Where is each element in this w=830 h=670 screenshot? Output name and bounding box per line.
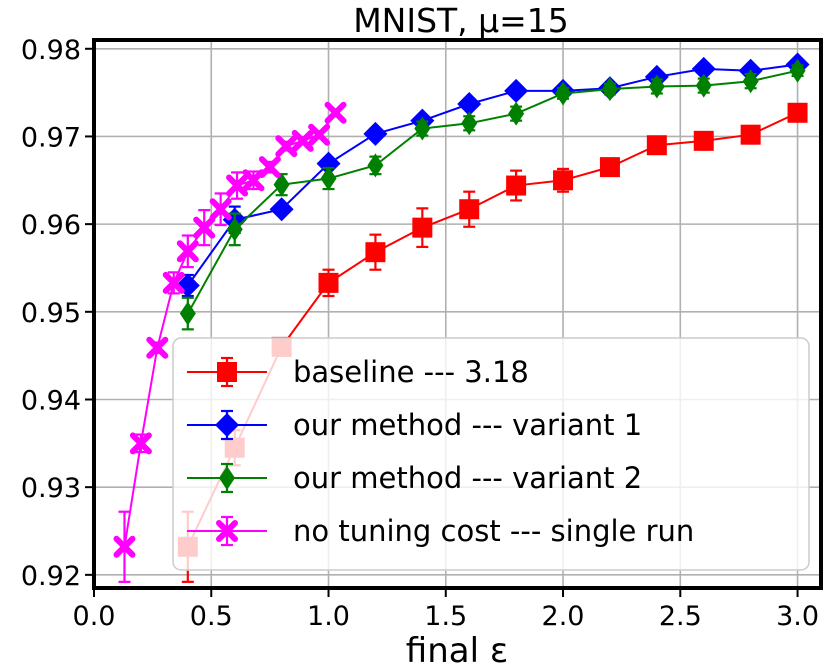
marker-stroke (242, 169, 265, 192)
series-4 (113, 101, 347, 583)
y-tick-label: 0.94 (21, 385, 81, 416)
data-point (742, 69, 759, 94)
data-point (176, 240, 199, 263)
x-axis: 0.0 0.5 1.0 1.5 2.0 2.5 3.0 (73, 588, 819, 632)
chart-title: MNIST, μ=15 (353, 1, 569, 40)
legend-label: our method --- variant 1 (293, 408, 642, 442)
data-point (209, 198, 232, 221)
data-point (648, 74, 665, 99)
marker-stroke (258, 156, 281, 179)
marker-stroke (146, 336, 169, 359)
marker-stroke (193, 216, 216, 239)
legend: baseline --- 3.18 our method --- variant … (172, 337, 810, 571)
data-point (226, 174, 249, 197)
legend-label: no tuning cost --- single run (293, 514, 694, 548)
marker-stroke (209, 198, 232, 221)
data-point (646, 135, 667, 156)
y-tick-label: 0.95 (21, 298, 81, 329)
y-tick-label: 0.98 (21, 35, 81, 66)
data-point (318, 272, 339, 293)
marker-stroke (176, 240, 199, 263)
data-point (242, 169, 265, 192)
data-point (365, 242, 386, 263)
data-point (553, 170, 574, 191)
marker-stroke (162, 271, 185, 294)
marker-stroke (113, 535, 136, 558)
x-tick-label: 0.5 (190, 601, 233, 632)
data-point (291, 129, 314, 152)
data-point (129, 432, 152, 455)
data-point (693, 130, 714, 151)
data-point (412, 217, 433, 238)
data-point (179, 301, 196, 326)
data-point (258, 156, 281, 179)
data-point (695, 73, 712, 98)
series-layer (113, 52, 810, 583)
marker-stroke (216, 520, 238, 542)
data-point (308, 123, 331, 146)
legend-marker (216, 520, 238, 542)
x-axis-label: final ε (406, 631, 508, 670)
y-tick-label: 0.93 (21, 473, 81, 504)
y-tick-label: 0.97 (21, 122, 81, 153)
series-2 (175, 52, 810, 298)
x-tick-label: 3.0 (776, 601, 819, 632)
legend-marker (215, 413, 239, 437)
data-point (275, 135, 298, 158)
marker-stroke (291, 129, 314, 152)
data-point (273, 172, 290, 197)
data-point (555, 81, 572, 106)
legend-label: our method --- variant 2 (293, 461, 642, 495)
y-axis: 0.92 0.93 0.94 0.95 0.96 0.97 0.98 (21, 35, 94, 592)
x-tick-label: 2.5 (659, 601, 702, 632)
legend-label: baseline --- 3.18 (293, 355, 529, 389)
data-point (504, 78, 529, 103)
data-point (691, 56, 716, 81)
x-tick-label: 1.0 (307, 601, 350, 632)
marker-stroke (226, 174, 249, 197)
data-point (457, 92, 482, 117)
data-point (113, 535, 136, 558)
data-point (599, 157, 620, 178)
data-point (508, 101, 525, 126)
data-point (789, 58, 806, 83)
data-point (226, 217, 243, 242)
data-point (414, 116, 431, 141)
data-point (193, 216, 216, 239)
data-point (146, 336, 169, 359)
data-point (320, 166, 337, 191)
marker-stroke (129, 432, 152, 455)
marker-stroke (275, 135, 298, 158)
data-point (162, 271, 185, 294)
y-tick-label: 0.92 (21, 561, 81, 592)
data-point (461, 111, 478, 136)
x-tick-label: 2.0 (542, 601, 585, 632)
data-point (787, 102, 808, 123)
plot-frame (92, 38, 823, 590)
data-point (506, 175, 527, 196)
data-point (367, 153, 384, 178)
legend-marker (219, 466, 235, 490)
legend-box (172, 337, 810, 571)
data-point (316, 151, 341, 176)
data-point (324, 101, 347, 124)
series-3 (179, 58, 806, 331)
data-point (459, 199, 480, 220)
y-tick-label: 0.96 (21, 210, 81, 241)
data-point (363, 121, 388, 146)
marker-stroke (324, 101, 347, 124)
x-tick-label: 1.5 (424, 601, 467, 632)
marker-stroke (308, 123, 331, 146)
legend-marker (217, 362, 237, 382)
x-tick-label: 0.0 (73, 601, 116, 632)
data-point (601, 77, 618, 102)
data-point (740, 124, 761, 145)
data-point (269, 197, 294, 222)
